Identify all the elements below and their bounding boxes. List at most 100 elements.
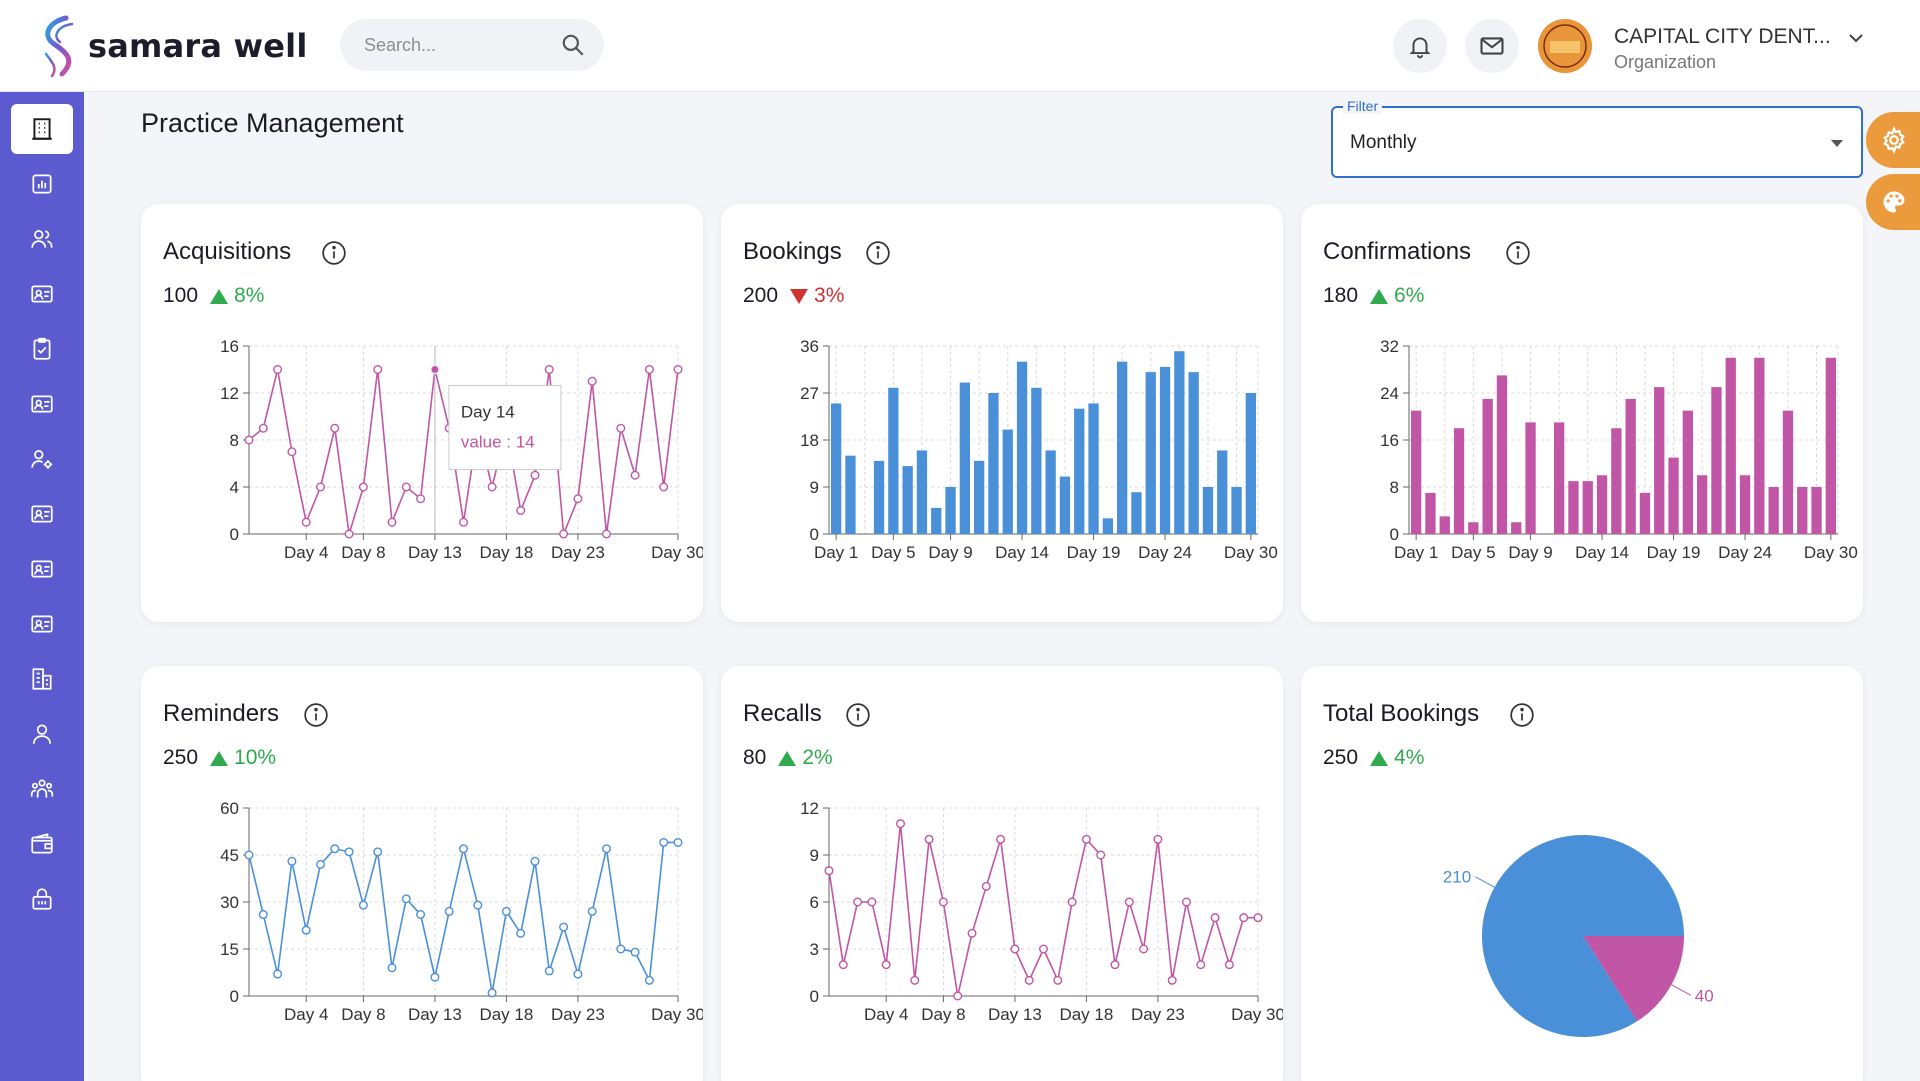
data-point — [473, 900, 483, 910]
bar — [916, 450, 928, 534]
sidebar-item-directory[interactable] — [11, 599, 73, 649]
confirmations-chart[interactable]: 0 8 16 24 32 Day 1 Day 5 Day 9 Day 14 Day 19 Day 2… — [1301, 324, 1863, 624]
x-tick-label: Day 14 — [995, 543, 1049, 562]
chevron-down-icon[interactable] — [1844, 26, 1868, 50]
bar — [1825, 357, 1836, 534]
brand-logo[interactable]: samara well — [36, 12, 308, 80]
data-point — [630, 947, 640, 957]
sidebar-item-practice[interactable] — [11, 104, 73, 154]
bar — [1739, 475, 1751, 534]
bar — [1002, 429, 1013, 534]
bar — [1625, 398, 1636, 534]
sidebar-item-profile[interactable] — [11, 709, 73, 759]
info-icon[interactable] — [1509, 702, 1535, 728]
data-point — [358, 900, 368, 910]
reminders-chart[interactable]: 0 15 30 45 60 Day 4 Day 8 Day 13 Day 18 Day 23 Day… — [141, 786, 703, 1081]
info-icon[interactable] — [845, 702, 871, 728]
data-point — [444, 906, 454, 916]
gear-icon — [1883, 126, 1905, 154]
bar — [1525, 422, 1536, 534]
trend-up-icon — [778, 750, 797, 766]
data-point — [273, 969, 283, 979]
info-icon[interactable] — [321, 240, 347, 266]
data-point — [1110, 960, 1120, 970]
data-point — [616, 423, 626, 433]
theme-button[interactable] — [1866, 174, 1920, 230]
bar — [1231, 487, 1242, 534]
bar — [1797, 487, 1808, 534]
data-point — [1039, 944, 1049, 954]
data-point — [1153, 834, 1163, 844]
x-tick-label: Day 8 — [921, 1005, 965, 1024]
search-icon[interactable] — [560, 32, 586, 58]
data-point — [244, 850, 254, 860]
card-stat: 180 6% — [1323, 284, 1424, 308]
info-icon[interactable] — [303, 702, 329, 728]
lock-icon — [32, 888, 52, 910]
sidebar-item-teams[interactable] — [11, 764, 73, 814]
data-point — [1010, 944, 1020, 954]
x-tick-label: Day 9 — [1508, 543, 1552, 562]
messages-button[interactable] — [1465, 19, 1519, 73]
y-tick-label: 8 — [230, 431, 239, 450]
recalls-chart[interactable]: 0 3 6 9 12 Day 4 Day 8 Day 13 Day 18 Day 23 Day 30 — [721, 786, 1283, 1081]
sidebar-item-reports[interactable] — [11, 159, 73, 209]
y-tick-label: 12 — [220, 384, 239, 403]
bar — [1754, 357, 1765, 534]
card-percent: 4% — [1394, 746, 1425, 769]
x-tick-label: Day 9 — [928, 543, 972, 562]
sidebar-item-staff-settings[interactable] — [11, 434, 73, 484]
sidebar-item-contacts[interactable] — [11, 379, 73, 429]
bar — [902, 466, 913, 534]
organization-name[interactable]: CAPITAL CITY DENT... — [1614, 25, 1831, 48]
sidebar-item-users[interactable] — [11, 214, 73, 264]
data-point — [981, 881, 991, 891]
data-point — [1210, 913, 1220, 923]
data-point — [1096, 850, 1106, 860]
sidebar-item-locations[interactable] — [11, 654, 73, 704]
bar — [1202, 487, 1214, 534]
card-title: Bookings — [743, 238, 842, 265]
filter-select[interactable]: Filter Monthly — [1331, 98, 1863, 178]
organization-logo-icon — [1538, 19, 1592, 73]
sidebar-item-billing[interactable] — [11, 819, 73, 869]
organization-avatar[interactable] — [1538, 19, 1592, 73]
mail-icon — [1480, 37, 1504, 55]
bar — [1568, 481, 1579, 534]
card-percent: 8% — [234, 284, 265, 307]
info-icon[interactable] — [1505, 240, 1531, 266]
data-point — [301, 517, 311, 527]
settings-button[interactable] — [1866, 112, 1920, 168]
data-point — [315, 482, 325, 492]
data-point — [587, 906, 597, 916]
series-line — [828, 823, 1258, 997]
bar — [1768, 487, 1779, 534]
sidebar-item-security[interactable] — [11, 874, 73, 924]
sidebar-item-patients[interactable] — [11, 269, 73, 319]
card-title: Recalls — [743, 700, 822, 727]
x-tick-label: Day 8 — [341, 1005, 385, 1024]
sidebar-item-providers[interactable] — [11, 489, 73, 539]
acquisitions-chart[interactable]: 0 4 8 12 16 Day 4 Day 8 Day 13 Day 18 Day 23 Day 3… — [141, 324, 703, 624]
data-point — [401, 482, 411, 492]
users-icon — [31, 230, 53, 248]
bar — [1582, 481, 1593, 534]
x-tick-label: Day 30 — [651, 1005, 703, 1024]
bar — [1016, 361, 1028, 534]
data-point — [530, 470, 540, 480]
x-tick-label: Day 30 — [651, 543, 703, 562]
bar — [1697, 475, 1708, 534]
sidebar-item-tasks[interactable] — [11, 324, 73, 374]
y-tick-label: 9 — [810, 478, 819, 497]
filter-label: Filter — [1343, 98, 1383, 114]
bar-chart-icon — [32, 174, 52, 194]
sidebar-item-members[interactable] — [11, 544, 73, 594]
search-input[interactable] — [364, 32, 554, 58]
y-tick-label: 15 — [220, 940, 239, 959]
notifications-button[interactable] — [1393, 19, 1447, 73]
info-icon[interactable] — [865, 240, 891, 266]
data-point — [287, 447, 297, 457]
y-tick-label: 0 — [230, 525, 239, 544]
total-bookings-chart[interactable]: 40 210 — [1301, 786, 1863, 1081]
bookings-chart[interactable]: 0 9 18 27 36 Day 1 Day 5 Day 9 Day 14 Day 19 Day 2… — [721, 324, 1283, 624]
